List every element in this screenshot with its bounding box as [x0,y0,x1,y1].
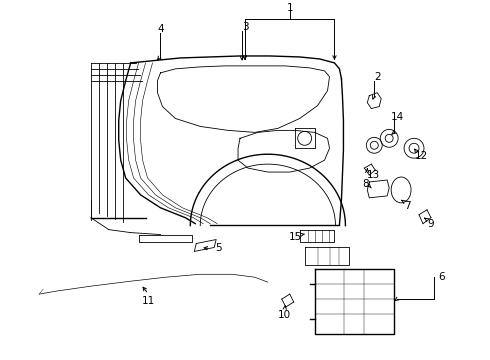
Text: 12: 12 [415,151,428,161]
Text: 11: 11 [142,296,155,306]
Text: 7: 7 [404,201,411,211]
Text: 10: 10 [278,310,292,320]
Text: 8: 8 [362,179,368,189]
Text: 2: 2 [374,72,381,82]
Text: 14: 14 [391,112,404,122]
Text: 5: 5 [215,243,221,253]
Text: 1: 1 [287,3,293,13]
Text: 3: 3 [242,22,248,32]
Text: 15: 15 [289,231,302,242]
Text: 9: 9 [428,219,434,229]
Text: 13: 13 [367,170,380,180]
Text: 4: 4 [157,24,164,34]
Text: 6: 6 [439,272,445,282]
